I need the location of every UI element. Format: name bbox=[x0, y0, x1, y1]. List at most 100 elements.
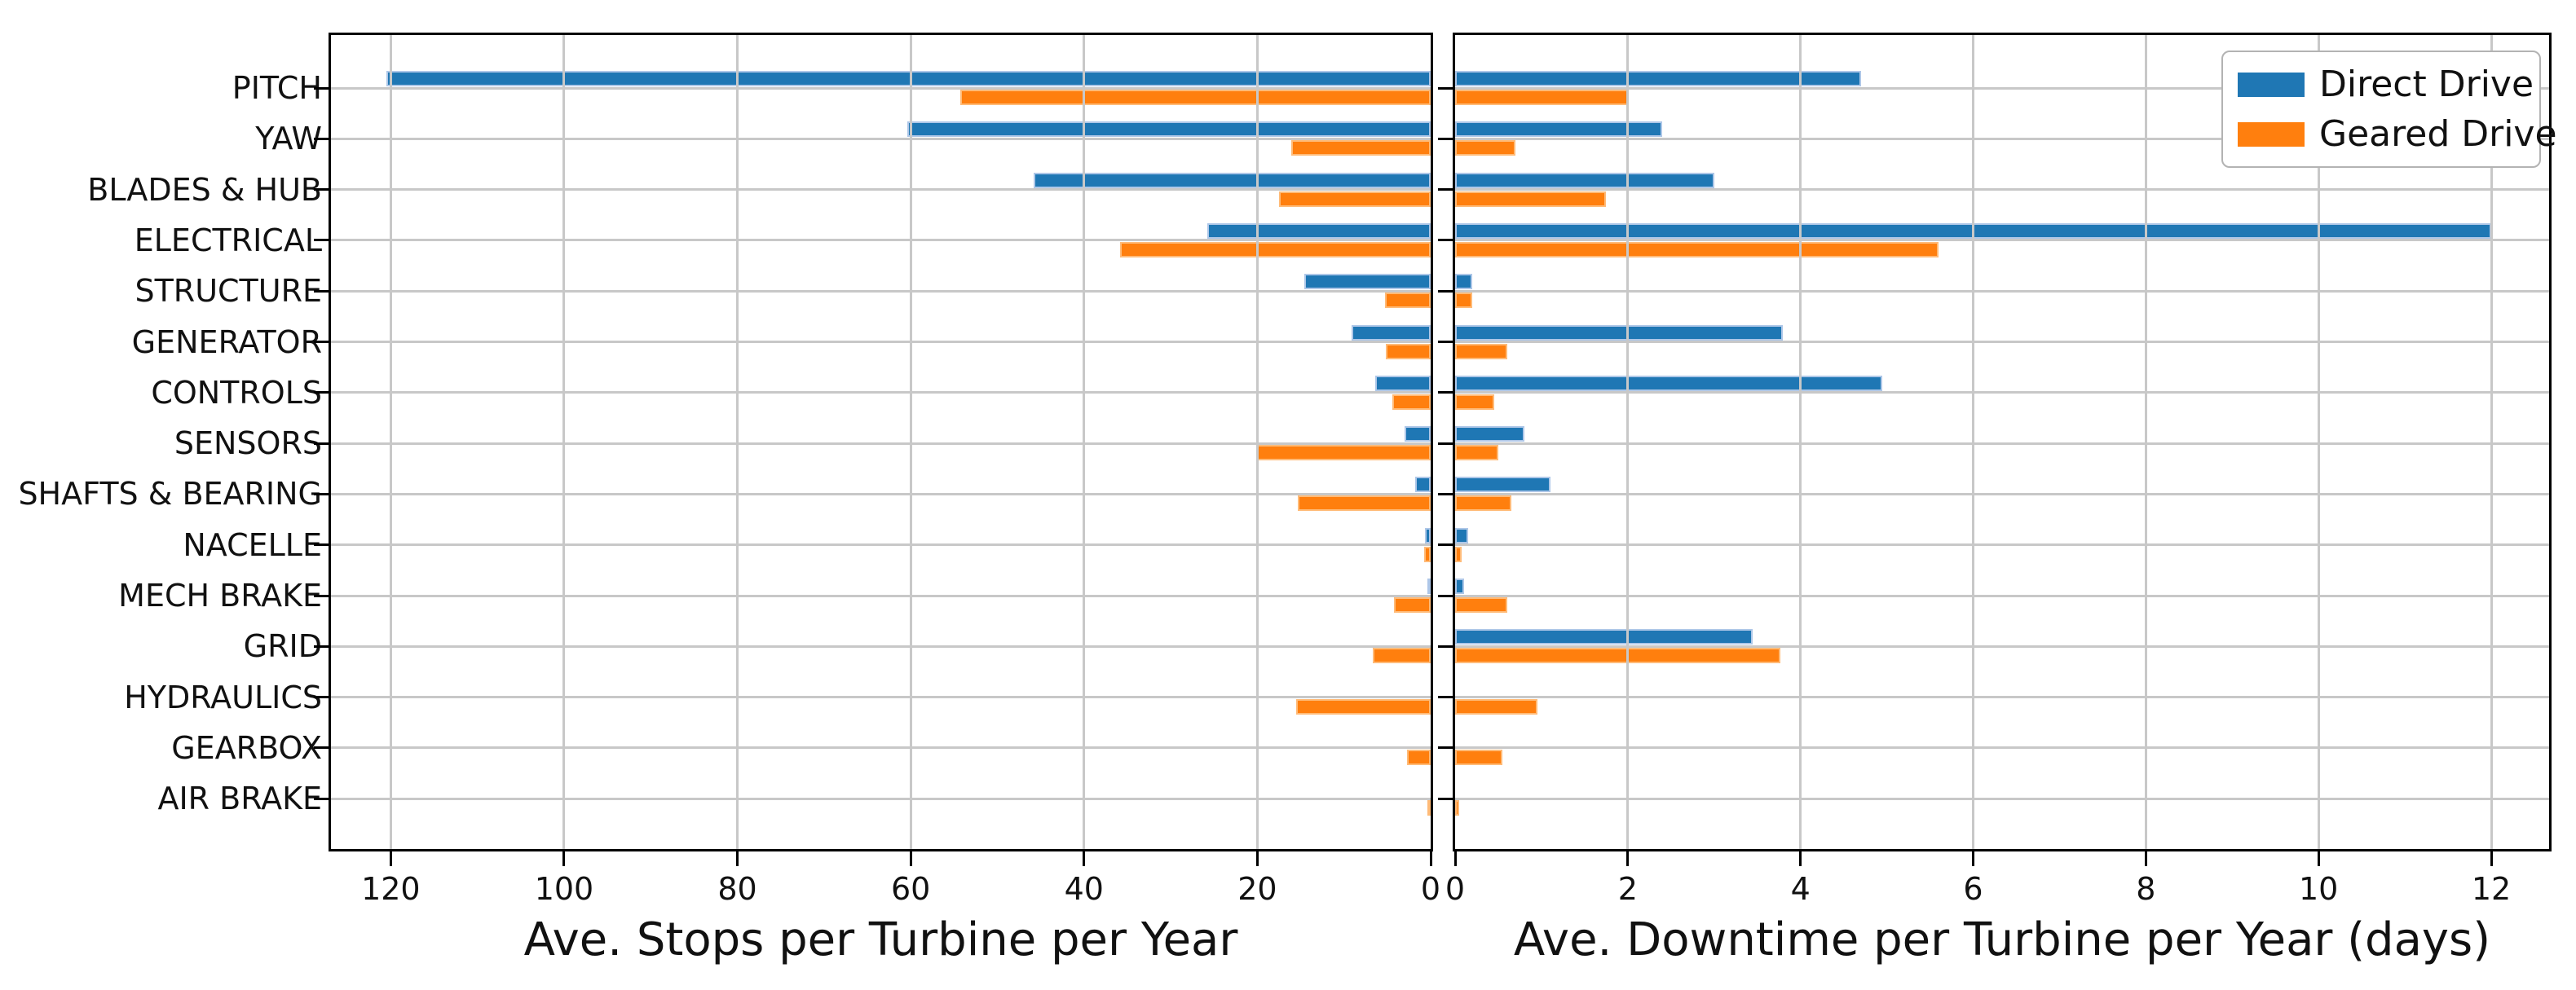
bar-stops-geared-generator bbox=[1385, 343, 1431, 359]
h-grid-line bbox=[1455, 594, 2549, 597]
y-tick-mark bbox=[314, 239, 329, 242]
bar-stops-geared-nacelle bbox=[1423, 546, 1431, 562]
bar-stops-direct-generator bbox=[1352, 324, 1431, 341]
x-tick-label: 6 bbox=[1963, 871, 1983, 907]
h-grid-line bbox=[331, 137, 1431, 140]
category-label-air-brake: AIR BRAKE bbox=[157, 781, 322, 817]
y-tick-mark bbox=[314, 594, 329, 597]
category-label-blades-hub: BLADES & HUB bbox=[87, 171, 322, 208]
h-grid-line bbox=[331, 797, 1431, 800]
y-tick-mark bbox=[314, 442, 329, 445]
bar-downtime-geared-air-brake bbox=[1455, 800, 1460, 816]
legend-item-direct-drive: Direct Drive bbox=[2238, 64, 2534, 105]
x-tick-mark bbox=[909, 851, 912, 866]
h-grid-line bbox=[331, 746, 1431, 750]
x-tick-mark bbox=[1626, 851, 1630, 866]
y-tick-mark bbox=[314, 696, 329, 699]
bar-stops-direct-electrical bbox=[1206, 222, 1431, 239]
category-label-shafts-bearing: SHAFTS & BEARING bbox=[18, 476, 322, 513]
x-tick-label: 0 bbox=[1445, 871, 1466, 907]
bar-downtime-direct-yaw bbox=[1455, 121, 1663, 138]
y-tick-mark bbox=[1438, 797, 1453, 800]
y-tick-mark bbox=[1438, 137, 1453, 140]
plot-area-stops bbox=[331, 35, 1431, 849]
bar-stops-direct-blades-hub bbox=[1034, 172, 1431, 188]
v-grid-line bbox=[1799, 35, 1802, 849]
y-tick-mark bbox=[314, 645, 329, 648]
h-grid-line bbox=[1455, 391, 2549, 394]
y-tick-mark bbox=[314, 341, 329, 343]
plot-area-downtime bbox=[1455, 35, 2549, 849]
bar-downtime-direct-controls bbox=[1455, 375, 1883, 391]
h-grid-line bbox=[1455, 341, 2549, 343]
h-grid-line bbox=[1455, 86, 2549, 90]
x-axis-label-downtime: Ave. Downtime per Turbine per Year (days… bbox=[1513, 913, 2491, 966]
h-grid-line bbox=[1455, 543, 2549, 547]
category-label-pitch: PITCH bbox=[232, 70, 322, 106]
bar-downtime-direct-grid bbox=[1455, 629, 1753, 645]
y-tick-mark bbox=[1438, 239, 1453, 242]
y-tick-mark bbox=[1438, 188, 1453, 191]
x-tick-label: 4 bbox=[1790, 871, 1811, 907]
h-grid-line bbox=[1455, 696, 2549, 699]
x-tick-mark bbox=[2317, 851, 2320, 866]
bar-downtime-geared-sensors bbox=[1455, 445, 1498, 461]
legend-item-geared-drive: Geared Drive bbox=[2238, 113, 2557, 155]
bar-downtime-geared-shafts-bearing bbox=[1455, 495, 1511, 512]
category-label-yaw: YAW bbox=[255, 121, 322, 157]
bar-downtime-direct-generator bbox=[1455, 324, 1784, 341]
bar-stops-direct-controls bbox=[1374, 375, 1431, 391]
x-tick-mark bbox=[1799, 851, 1802, 866]
bar-stops-geared-air-brake bbox=[1427, 800, 1431, 816]
y-tick-mark bbox=[1438, 492, 1453, 495]
legend-label-geared-drive: Geared Drive bbox=[2319, 113, 2557, 155]
x-tick-label: 12 bbox=[2471, 871, 2512, 907]
bar-downtime-geared-blades-hub bbox=[1455, 191, 1607, 207]
y-tick-mark bbox=[1438, 696, 1453, 699]
bar-downtime-geared-pitch bbox=[1455, 90, 1628, 105]
x-tick-mark bbox=[2144, 851, 2147, 866]
bar-stops-geared-pitch bbox=[959, 90, 1431, 105]
plot-panel-downtime bbox=[1453, 33, 2552, 851]
y-tick-mark bbox=[1438, 594, 1453, 597]
x-tick-mark bbox=[1255, 851, 1259, 866]
h-grid-line bbox=[1455, 492, 2549, 495]
v-grid-line bbox=[909, 35, 912, 849]
h-grid-line bbox=[331, 239, 1431, 242]
x-tick-mark bbox=[562, 851, 566, 866]
v-grid-line bbox=[1626, 35, 1630, 849]
x-tick-mark bbox=[1429, 851, 1432, 866]
h-grid-line bbox=[331, 696, 1431, 699]
bar-stops-geared-sensors bbox=[1257, 445, 1431, 461]
v-grid-line bbox=[2490, 35, 2493, 849]
bar-stops-geared-shafts-bearing bbox=[1298, 495, 1431, 512]
bar-stops-direct-sensors bbox=[1405, 426, 1431, 442]
h-grid-line bbox=[1455, 746, 2549, 750]
bar-downtime-geared-structure bbox=[1455, 293, 1473, 309]
v-grid-line bbox=[562, 35, 566, 849]
category-label-generator: GENERATOR bbox=[131, 323, 322, 360]
y-tick-mark bbox=[1438, 289, 1453, 293]
h-grid-line bbox=[331, 645, 1431, 648]
h-grid-line bbox=[331, 442, 1431, 445]
h-grid-line bbox=[331, 391, 1431, 394]
v-grid-line bbox=[1972, 35, 1975, 849]
bar-downtime-direct-sensors bbox=[1455, 426, 1524, 442]
legend-swatch-direct-drive bbox=[2238, 72, 2305, 97]
y-tick-mark bbox=[1438, 746, 1453, 750]
bar-downtime-direct-mech-brake bbox=[1455, 579, 1464, 594]
y-tick-mark bbox=[1438, 86, 1453, 90]
y-tick-mark bbox=[314, 289, 329, 293]
x-tick-label: 0 bbox=[1420, 871, 1441, 907]
h-grid-line bbox=[1455, 188, 2549, 191]
y-tick-mark bbox=[1438, 442, 1453, 445]
v-grid-line bbox=[736, 35, 739, 849]
bar-stops-geared-gearbox bbox=[1407, 749, 1431, 765]
h-grid-line bbox=[331, 341, 1431, 343]
h-grid-line bbox=[331, 188, 1431, 191]
category-label-mech-brake: MECH BRAKE bbox=[118, 578, 322, 614]
bar-downtime-geared-nacelle bbox=[1455, 546, 1462, 562]
x-tick-mark bbox=[1972, 851, 1975, 866]
bar-stops-direct-shafts-bearing bbox=[1414, 477, 1431, 493]
